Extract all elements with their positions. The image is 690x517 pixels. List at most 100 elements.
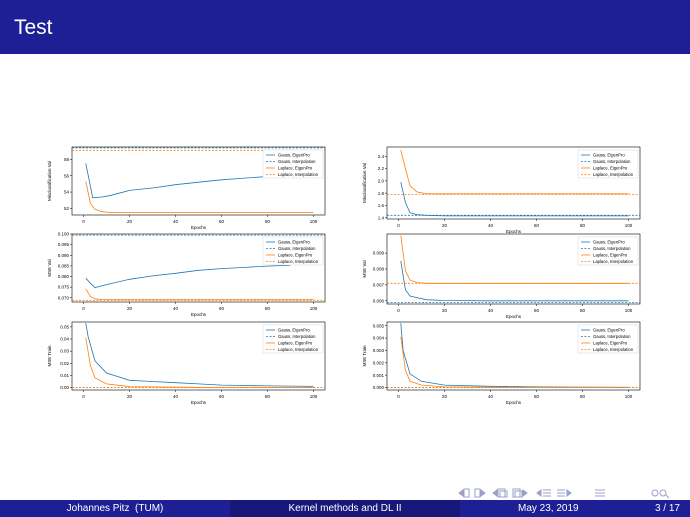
- series-line: [85, 323, 314, 387]
- x-tick-label: 40: [173, 306, 179, 311]
- frame-prev-icon[interactable]: [458, 488, 470, 498]
- subsection-next-icon[interactable]: [512, 488, 528, 498]
- footer-date-page: May 23, 2019 3 / 17: [460, 500, 690, 517]
- footer-talk-title: Kernel methods and DL II: [230, 500, 460, 517]
- x-tick-label: 20: [442, 223, 448, 228]
- legend-label: Laplace, EigenPro: [593, 341, 628, 346]
- y-tick-label: 0.090: [58, 253, 70, 258]
- legend-label: Laplace, Interpolation: [593, 172, 634, 177]
- legend-label: Gauss, EigenPro: [593, 240, 625, 245]
- y-tick-label: 0.008: [373, 267, 385, 272]
- y-tick-label: 1.8: [378, 191, 385, 196]
- legend-label: Laplace, Interpolation: [278, 347, 319, 352]
- y-tick-label: 0.070: [58, 295, 70, 300]
- footer-date: May 23, 2019: [518, 503, 579, 514]
- legend-label: Laplace, Interpolation: [593, 347, 634, 352]
- plot-frame: [71, 146, 326, 216]
- x-tick-label: 60: [219, 394, 225, 399]
- x-tick-label: 40: [488, 223, 494, 228]
- legend-label: Gauss, EigenPro: [593, 153, 625, 158]
- x-tick-label: 20: [442, 308, 448, 313]
- x-tick-label: 100: [625, 223, 633, 228]
- x-tick-label: 80: [265, 394, 271, 399]
- plot-frame: [71, 233, 326, 303]
- plot-frame: [386, 321, 641, 391]
- x-tick-label: 80: [580, 223, 586, 228]
- legend-label: Gauss, Interpolation: [278, 246, 316, 251]
- beamer-navigation-bar: [455, 486, 690, 499]
- x-tick-label: 60: [534, 308, 540, 313]
- x-tick-label: 40: [488, 394, 494, 399]
- y-axis-label: MSE Train: [362, 345, 367, 367]
- legend-label: Gauss, EigenPro: [593, 328, 625, 333]
- chart-left-middle: 0 20 40 60 80 100 0.070 0.075 0.080 0.085 0.090 0.0…: [47, 232, 326, 317]
- slide-footer: Johannes Pitz (TUM) Kernel methods and D…: [0, 500, 690, 517]
- x-tick-label: 0: [82, 394, 85, 399]
- legend-label: Gauss, EigenPro: [278, 153, 310, 158]
- x-tick-label: 100: [625, 308, 633, 313]
- y-tick-label: 0.085: [58, 263, 70, 268]
- appendix-icon[interactable]: [595, 489, 605, 497]
- y-tick-label: 0.01: [60, 373, 69, 378]
- legend-label: Laplace, EigenPro: [278, 341, 313, 346]
- legend-label: Gauss, Interpolation: [593, 159, 631, 164]
- legend-label: Laplace, Interpolation: [278, 259, 319, 264]
- y-tick-label: 0.095: [58, 242, 70, 247]
- x-tick-label: 20: [127, 394, 133, 399]
- legend-label: Gauss, EigenPro: [278, 240, 310, 245]
- legend-label: Gauss, Interpolation: [278, 334, 316, 339]
- x-tick-label: 80: [265, 306, 271, 311]
- legend-label: Laplace, Interpolation: [593, 259, 634, 264]
- x-axis-label: Epochs: [191, 400, 207, 405]
- chart-left-top: 0 20 40 60 80 100 52 54 56 58 Epochs Misclassificat…: [47, 146, 326, 230]
- series-line: [85, 288, 314, 301]
- y-tick-label: 0.002: [373, 360, 385, 365]
- x-tick-label: 0: [82, 219, 85, 224]
- x-tick-label: 80: [580, 394, 586, 399]
- y-tick-label: 0.005: [373, 323, 385, 328]
- x-axis-label: Epochs: [191, 312, 207, 317]
- section-next-icon[interactable]: [557, 489, 572, 497]
- y-tick-label: 0.004: [373, 336, 385, 341]
- subsection-prev-icon[interactable]: [492, 488, 508, 498]
- x-tick-label: 100: [310, 394, 318, 399]
- y-axis-label: MSE Val: [47, 259, 52, 276]
- section-prev-icon[interactable]: [536, 489, 551, 497]
- series-line: [400, 260, 629, 302]
- chart-left-bottom: 0 20 40 60 80 100 0.00 0.01 0.02 0.03 0.04 0.05 Epoc…: [47, 321, 326, 405]
- y-tick-label: 0.03: [60, 349, 69, 354]
- chart-right-top: 0 20 40 60 80 100 1.4 1.6 1.8 2.0 2.2 2.4 Epochs Misc…: [362, 146, 641, 234]
- plot-frame: [386, 146, 641, 220]
- y-tick-label: 0.007: [373, 283, 385, 288]
- footer-author-name: Johannes Pitz: [66, 503, 130, 514]
- y-tick-label: 2.2: [378, 166, 385, 171]
- x-tick-label: 0: [397, 394, 400, 399]
- x-tick-label: 40: [488, 308, 494, 313]
- series-line: [85, 181, 314, 213]
- beamer-navigation-icons: [458, 488, 670, 499]
- x-tick-label: 80: [265, 219, 271, 224]
- y-tick-label: 0.080: [58, 274, 70, 279]
- legend-label: Gauss, Interpolation: [278, 159, 316, 164]
- y-axis-label: Misclassification Val: [362, 163, 367, 203]
- x-tick-label: 80: [580, 308, 586, 313]
- series-line: [400, 150, 629, 195]
- y-tick-label: 0.04: [60, 337, 69, 342]
- y-tick-label: 0.009: [373, 251, 385, 256]
- y-tick-label: 2.0: [378, 178, 385, 183]
- frame-next-icon[interactable]: [474, 488, 486, 498]
- y-axis-label: MSE Val: [362, 260, 367, 277]
- x-tick-label: 100: [310, 219, 318, 224]
- footer-page-number: 3 / 17: [654, 503, 680, 514]
- x-axis-label: Epochs: [506, 229, 522, 234]
- legend-label: Laplace, EigenPro: [593, 166, 628, 171]
- chart-panel-right-middle: 0 20 40 60 80 100 0.006 0.007 0.008 0.009 Epochs MS…: [360, 228, 645, 320]
- x-axis-label: Epochs: [506, 400, 522, 405]
- y-tick-label: 56: [64, 173, 70, 178]
- x-tick-label: 60: [219, 219, 225, 224]
- y-tick-label: 1.6: [378, 203, 385, 208]
- y-tick-label: 0.000: [373, 385, 385, 390]
- search-icon[interactable]: [651, 489, 670, 499]
- y-tick-label: 0.00: [60, 385, 69, 390]
- y-axis-label: Misclassification Val: [47, 161, 52, 201]
